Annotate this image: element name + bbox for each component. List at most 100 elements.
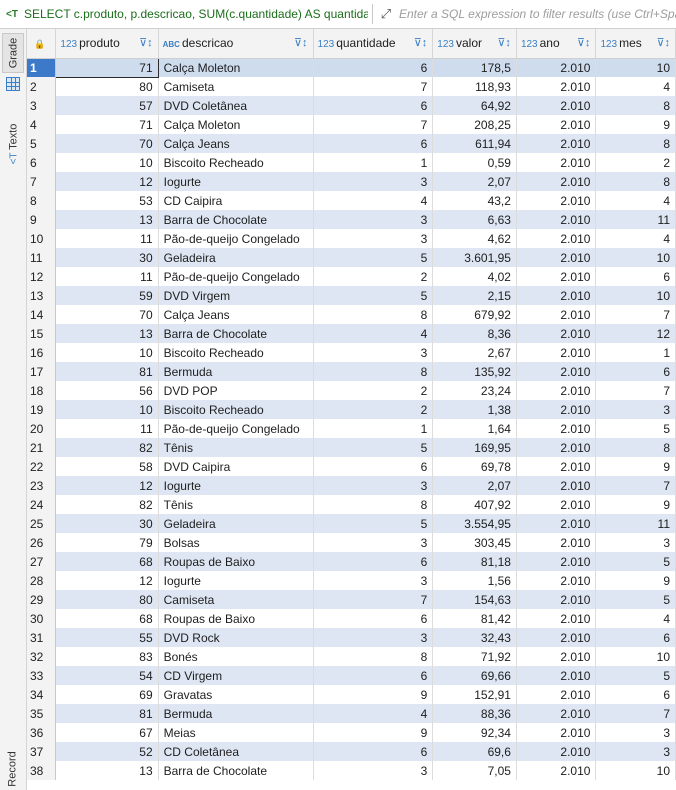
cell-quantidade[interactable]: 8 [313, 362, 434, 381]
row-number[interactable]: 6 [27, 153, 57, 172]
cell-ano[interactable]: 2.010 [516, 628, 597, 647]
cell-ano[interactable]: 2.010 [516, 153, 597, 172]
cell-ano[interactable]: 2.010 [516, 58, 597, 77]
cell-mes[interactable]: 8 [595, 172, 676, 191]
column-header-produto[interactable]: 123 produto ⊽↕ [55, 29, 159, 59]
cell-mes[interactable]: 3 [595, 723, 676, 742]
row-number[interactable]: 26 [27, 533, 57, 552]
cell-mes[interactable]: 6 [595, 362, 676, 381]
cell-mes[interactable]: 4 [595, 609, 676, 628]
cell-descricao[interactable]: DVD POP [158, 381, 314, 400]
cell-valor[interactable]: 2,15 [432, 286, 517, 305]
row-number[interactable]: 38 [27, 761, 57, 780]
cell-mes[interactable]: 10 [595, 58, 676, 77]
cell-mes[interactable]: 5 [595, 419, 676, 438]
cell-valor[interactable]: 1,64 [432, 419, 517, 438]
cell-valor[interactable]: 7,05 [432, 761, 517, 780]
cell-descricao[interactable]: Calça Moleton [158, 58, 314, 77]
cell-mes[interactable]: 11 [595, 514, 676, 533]
table-row[interactable]: 30 68 Roupas de Baixo 6 81,42 2.010 4 [27, 609, 676, 628]
cell-produto[interactable]: 67 [55, 723, 159, 742]
table-row[interactable]: 16 10 Biscoito Recheado 3 2,67 2.010 1 [27, 343, 676, 362]
cell-quantidade[interactable]: 2 [313, 400, 434, 419]
cell-produto[interactable]: 10 [55, 153, 159, 172]
cell-quantidade[interactable]: 6 [313, 552, 434, 571]
cell-mes[interactable]: 1 [595, 343, 676, 362]
tab-grade[interactable]: Grade [2, 33, 24, 73]
cell-valor[interactable]: 6,63 [432, 210, 517, 229]
cell-ano[interactable]: 2.010 [516, 286, 597, 305]
row-number[interactable]: 28 [27, 571, 57, 590]
cell-quantidade[interactable]: 2 [313, 381, 434, 400]
cell-descricao[interactable]: Bolsas [158, 533, 314, 552]
table-row[interactable]: 14 70 Calça Jeans 8 679,92 2.010 7 [27, 305, 676, 324]
cell-quantidade[interactable]: 1 [313, 419, 434, 438]
cell-mes[interactable]: 5 [595, 666, 676, 685]
filter-sort-icon[interactable]: ⊽↕ [293, 37, 308, 49]
cell-produto[interactable]: 57 [55, 96, 159, 115]
cell-descricao[interactable]: DVD Rock [158, 628, 314, 647]
cell-descricao[interactable]: Gravatas [158, 685, 314, 704]
cell-valor[interactable]: 69,78 [432, 457, 517, 476]
cell-valor[interactable]: 81,42 [432, 609, 517, 628]
cell-quantidade[interactable]: 8 [313, 647, 434, 666]
cell-quantidade[interactable]: 6 [313, 742, 434, 761]
cell-quantidade[interactable]: 9 [313, 685, 434, 704]
row-number[interactable]: 37 [27, 742, 57, 761]
row-number[interactable]: 24 [27, 495, 57, 514]
cell-produto[interactable]: 80 [55, 590, 159, 609]
table-row[interactable]: 34 69 Gravatas 9 152,91 2.010 6 [27, 685, 676, 704]
row-number[interactable]: 33 [27, 666, 57, 685]
cell-quantidade[interactable]: 5 [313, 514, 434, 533]
table-row[interactable]: 8 53 CD Caipira 4 43,2 2.010 4 [27, 191, 676, 210]
cell-quantidade[interactable]: 3 [313, 343, 434, 362]
cell-valor[interactable]: 2,07 [432, 476, 517, 495]
cell-produto[interactable]: 82 [55, 495, 159, 514]
cell-mes[interactable]: 6 [595, 267, 676, 286]
cell-valor[interactable]: 1,38 [432, 400, 517, 419]
cell-mes[interactable]: 9 [595, 495, 676, 514]
cell-produto[interactable]: 13 [55, 761, 159, 780]
cell-mes[interactable]: 8 [595, 134, 676, 153]
table-row[interactable]: 26 79 Bolsas 3 303,45 2.010 3 [27, 533, 676, 552]
cell-ano[interactable]: 2.010 [516, 609, 597, 628]
cell-produto[interactable]: 12 [55, 571, 159, 590]
cell-descricao[interactable]: Tênis [158, 495, 314, 514]
cell-mes[interactable]: 6 [595, 628, 676, 647]
cell-valor[interactable]: 611,94 [432, 134, 517, 153]
cell-ano[interactable]: 2.010 [516, 495, 597, 514]
cell-descricao[interactable]: Calça Jeans [158, 305, 314, 324]
cell-valor[interactable]: 407,92 [432, 495, 517, 514]
cell-descricao[interactable]: Bermuda [158, 362, 314, 381]
cell-quantidade[interactable]: 1 [313, 153, 434, 172]
cell-valor[interactable]: 3.601,95 [432, 248, 517, 267]
cell-produto[interactable]: 11 [55, 229, 159, 248]
filter-input[interactable] [395, 3, 676, 25]
cell-produto[interactable]: 79 [55, 533, 159, 552]
cell-valor[interactable]: 43,2 [432, 191, 517, 210]
cell-valor[interactable]: 2,67 [432, 343, 517, 362]
cell-mes[interactable]: 5 [595, 552, 676, 571]
cell-ano[interactable]: 2.010 [516, 647, 597, 666]
cell-produto[interactable]: 11 [55, 419, 159, 438]
row-number[interactable]: 32 [27, 647, 57, 666]
cell-quantidade[interactable]: 8 [313, 305, 434, 324]
cell-quantidade[interactable]: 6 [313, 666, 434, 685]
cell-produto[interactable]: 11 [55, 267, 159, 286]
cell-valor[interactable]: 152,91 [432, 685, 517, 704]
cell-quantidade[interactable]: 5 [313, 286, 434, 305]
cell-quantidade[interactable]: 3 [313, 761, 434, 780]
table-row[interactable]: 22 58 DVD Caipira 6 69,78 2.010 9 [27, 457, 676, 476]
table-row[interactable]: 35 81 Bermuda 4 88,36 2.010 7 [27, 704, 676, 723]
cell-valor[interactable]: 64,92 [432, 96, 517, 115]
table-row[interactable]: 21 82 Tênis 5 169,95 2.010 8 [27, 438, 676, 457]
row-number[interactable]: 22 [27, 457, 57, 476]
cell-produto[interactable]: 12 [55, 172, 159, 191]
table-row[interactable]: 15 13 Barra de Chocolate 4 8,36 2.010 12 [27, 324, 676, 343]
cell-descricao[interactable]: Pão-de-queijo Congelado [158, 267, 314, 286]
cell-valor[interactable]: 4,02 [432, 267, 517, 286]
cell-ano[interactable]: 2.010 [516, 666, 597, 685]
row-number[interactable]: 12 [27, 267, 57, 286]
row-number[interactable]: 2 [27, 77, 57, 96]
filter-sort-icon[interactable]: ⊽↕ [656, 37, 670, 49]
